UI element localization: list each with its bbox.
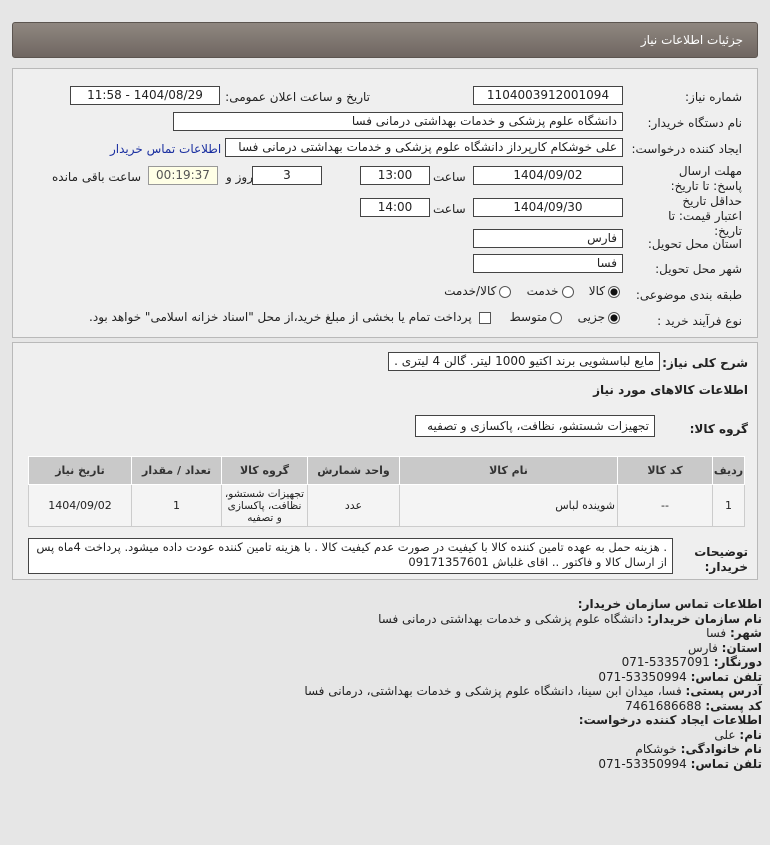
remaining-time-field: 00:19:37 [148, 166, 218, 185]
contact-key: دورنگار: [713, 655, 762, 669]
need-number-label: شماره نیاز: [685, 90, 742, 104]
contact-item: استان: فارس [162, 641, 762, 656]
radio-jozii[interactable]: جزیی [578, 310, 620, 324]
deadline-label: مهلت ارسال پاسخ: تا تاریخ: [670, 164, 742, 193]
contact-item: تلفن تماس: 53350994-071 [162, 757, 762, 772]
contact-key: تلفن تماس: [690, 756, 762, 771]
contact-key: نام سازمان خریدار: [647, 611, 762, 626]
contact-value: خوشکام [635, 742, 677, 756]
validity-time-label: ساعت [433, 202, 466, 216]
col-group: گروه کالا [221, 456, 308, 485]
contact-value: فسا [706, 626, 727, 640]
days-field: 3 [252, 166, 322, 185]
radio-kala[interactable]: کالا [589, 284, 620, 298]
page-header: جزئيات اطلاعات نياز [12, 22, 758, 58]
contact-value: 53350994-071 [598, 756, 687, 771]
remaining-label: ساعت باقی مانده [52, 170, 142, 184]
contact-item: نام: علی [162, 728, 762, 743]
buyer-label: نام دستگاه خریدار: [647, 116, 743, 130]
deadline-time-label: ساعت [433, 170, 466, 184]
notes-label: توضیحات خریدار: [694, 545, 748, 574]
goods-table: ردیف کد کالا نام کالا واحد شمارش گروه کا… [28, 456, 745, 527]
contact-key: شهر: [730, 626, 762, 640]
radio-khedmat[interactable]: خدمت [527, 284, 574, 298]
contact-item: نام خانوادگی: خوشکام [162, 742, 762, 757]
table-row: 1 -- شوینده لباس عدد تجهیزات شستشو، نظاف… [28, 484, 745, 527]
process-radio-group: جزیی متوسط پرداخت تمام یا بخشی از مبلغ خ… [89, 310, 620, 324]
contact-item: شهر: فسا [162, 626, 762, 641]
contact-item: کد پستی: 7461686688 [162, 699, 762, 714]
contact-item: دورنگار: 53357091-071 [162, 655, 762, 670]
validity-time-field: 14:00 [360, 198, 430, 217]
contact-value: 7461686688 [625, 698, 702, 713]
contact-key: استان: [721, 640, 762, 655]
city-label: شهر محل تحویل: [655, 262, 742, 276]
validity-label: حداقل تاریخ اعتبار قیمت: تا تاریخ: [668, 194, 742, 238]
announce-field: 1404/08/29 - 11:58 [70, 86, 220, 105]
creator-title: اطلاعات ایجاد کننده درخواست: [578, 713, 762, 727]
province-label: استان محل تحویل: [647, 237, 742, 251]
contact-title: اطلاعات تماس سازمان خریدار: [577, 597, 762, 611]
contact-key: نام خانوادگی: [680, 742, 762, 756]
province-field: فارس [473, 229, 623, 248]
col-row: ردیف [712, 456, 745, 485]
contact-key: آدرس پستی: [685, 684, 762, 698]
contact-value: 53357091-071 [621, 655, 710, 669]
days-label: روز و [226, 170, 253, 184]
col-code: کد کالا [617, 456, 713, 485]
col-date: تاریخ نیاز [28, 456, 132, 485]
contact-value: علی [714, 727, 736, 742]
contact-value: فسا، میدان ابن سینا، دانشگاه علوم پزشکی … [304, 684, 682, 698]
contact-key: کد پستی: [705, 698, 762, 713]
group-label: گروه کالا: [689, 422, 748, 436]
contact-key: تلفن تماس: [690, 669, 762, 684]
col-qty: تعداد / مقدار [131, 456, 222, 485]
radio-motevaset[interactable]: متوسط [510, 310, 563, 324]
validity-date-field: 1404/09/30 [473, 198, 623, 217]
need-number-field: 1104003912001094 [473, 86, 623, 105]
radio-kala-khedmat[interactable]: کالا/خدمت [444, 284, 512, 298]
buyer-contact-link[interactable]: اطلاعات تماس خریدار [110, 142, 222, 156]
summary-label: شرح کلی نیاز: [662, 356, 748, 370]
contact-value: فارس [687, 640, 718, 655]
creator-label: ایجاد کننده درخواست: [631, 142, 742, 156]
notes-field: . هزینه حمل به عهده تامین کننده کالا با … [28, 538, 673, 574]
payment-note: پرداخت تمام یا بخشی از مبلغ خرید،از محل … [89, 310, 472, 324]
page-title: جزئيات اطلاعات نياز [640, 33, 743, 47]
announce-label: تاریخ و ساعت اعلان عمومی: [225, 90, 370, 104]
group-field: تجهیزات شستشو، نظافت، پاکسازی و تصفیه [415, 415, 655, 437]
city-field: فسا [473, 254, 623, 273]
treasury-checkbox[interactable] [476, 310, 491, 324]
contact-item: نام سازمان خریدار: دانشگاه علوم پزشکی و … [162, 612, 762, 627]
deadline-date-field: 1404/09/02 [473, 166, 623, 185]
col-name: نام کالا [399, 456, 618, 485]
category-label: طبقه بندی موضوعی: [635, 288, 742, 302]
category-radio-group: کالا خدمت کالا/خدمت [444, 284, 620, 298]
deadline-time-field: 13:00 [360, 166, 430, 185]
col-unit: واحد شمارش [307, 456, 400, 485]
contact-value: دانشگاه علوم پزشکی و خدمات بهداشتی درمان… [378, 611, 644, 626]
creator-field: علی خوشکام کارپرداز دانشگاه علوم پزشکی و… [225, 138, 623, 157]
contact-key: نام: [739, 727, 762, 742]
summary-field: مایع لباسشویی برند اکتیو 1000 لیتر. گالن… [388, 352, 660, 371]
goods-title: اطلاعات کالاهای مورد نیاز [593, 383, 748, 397]
contact-section: اطلاعات تماس سازمان خریدار: نام سازمان خ… [162, 597, 762, 771]
contact-item: آدرس پستی: فسا، میدان ابن سینا، دانشگاه … [162, 684, 762, 699]
contact-value: 53350994-071 [598, 669, 687, 684]
buyer-field: دانشگاه علوم پزشکی و خدمات بهداشتی درمان… [173, 112, 623, 131]
process-label: نوع فرآیند خرید : [657, 314, 742, 328]
contact-item: تلفن تماس: 53350994-071 [162, 670, 762, 685]
